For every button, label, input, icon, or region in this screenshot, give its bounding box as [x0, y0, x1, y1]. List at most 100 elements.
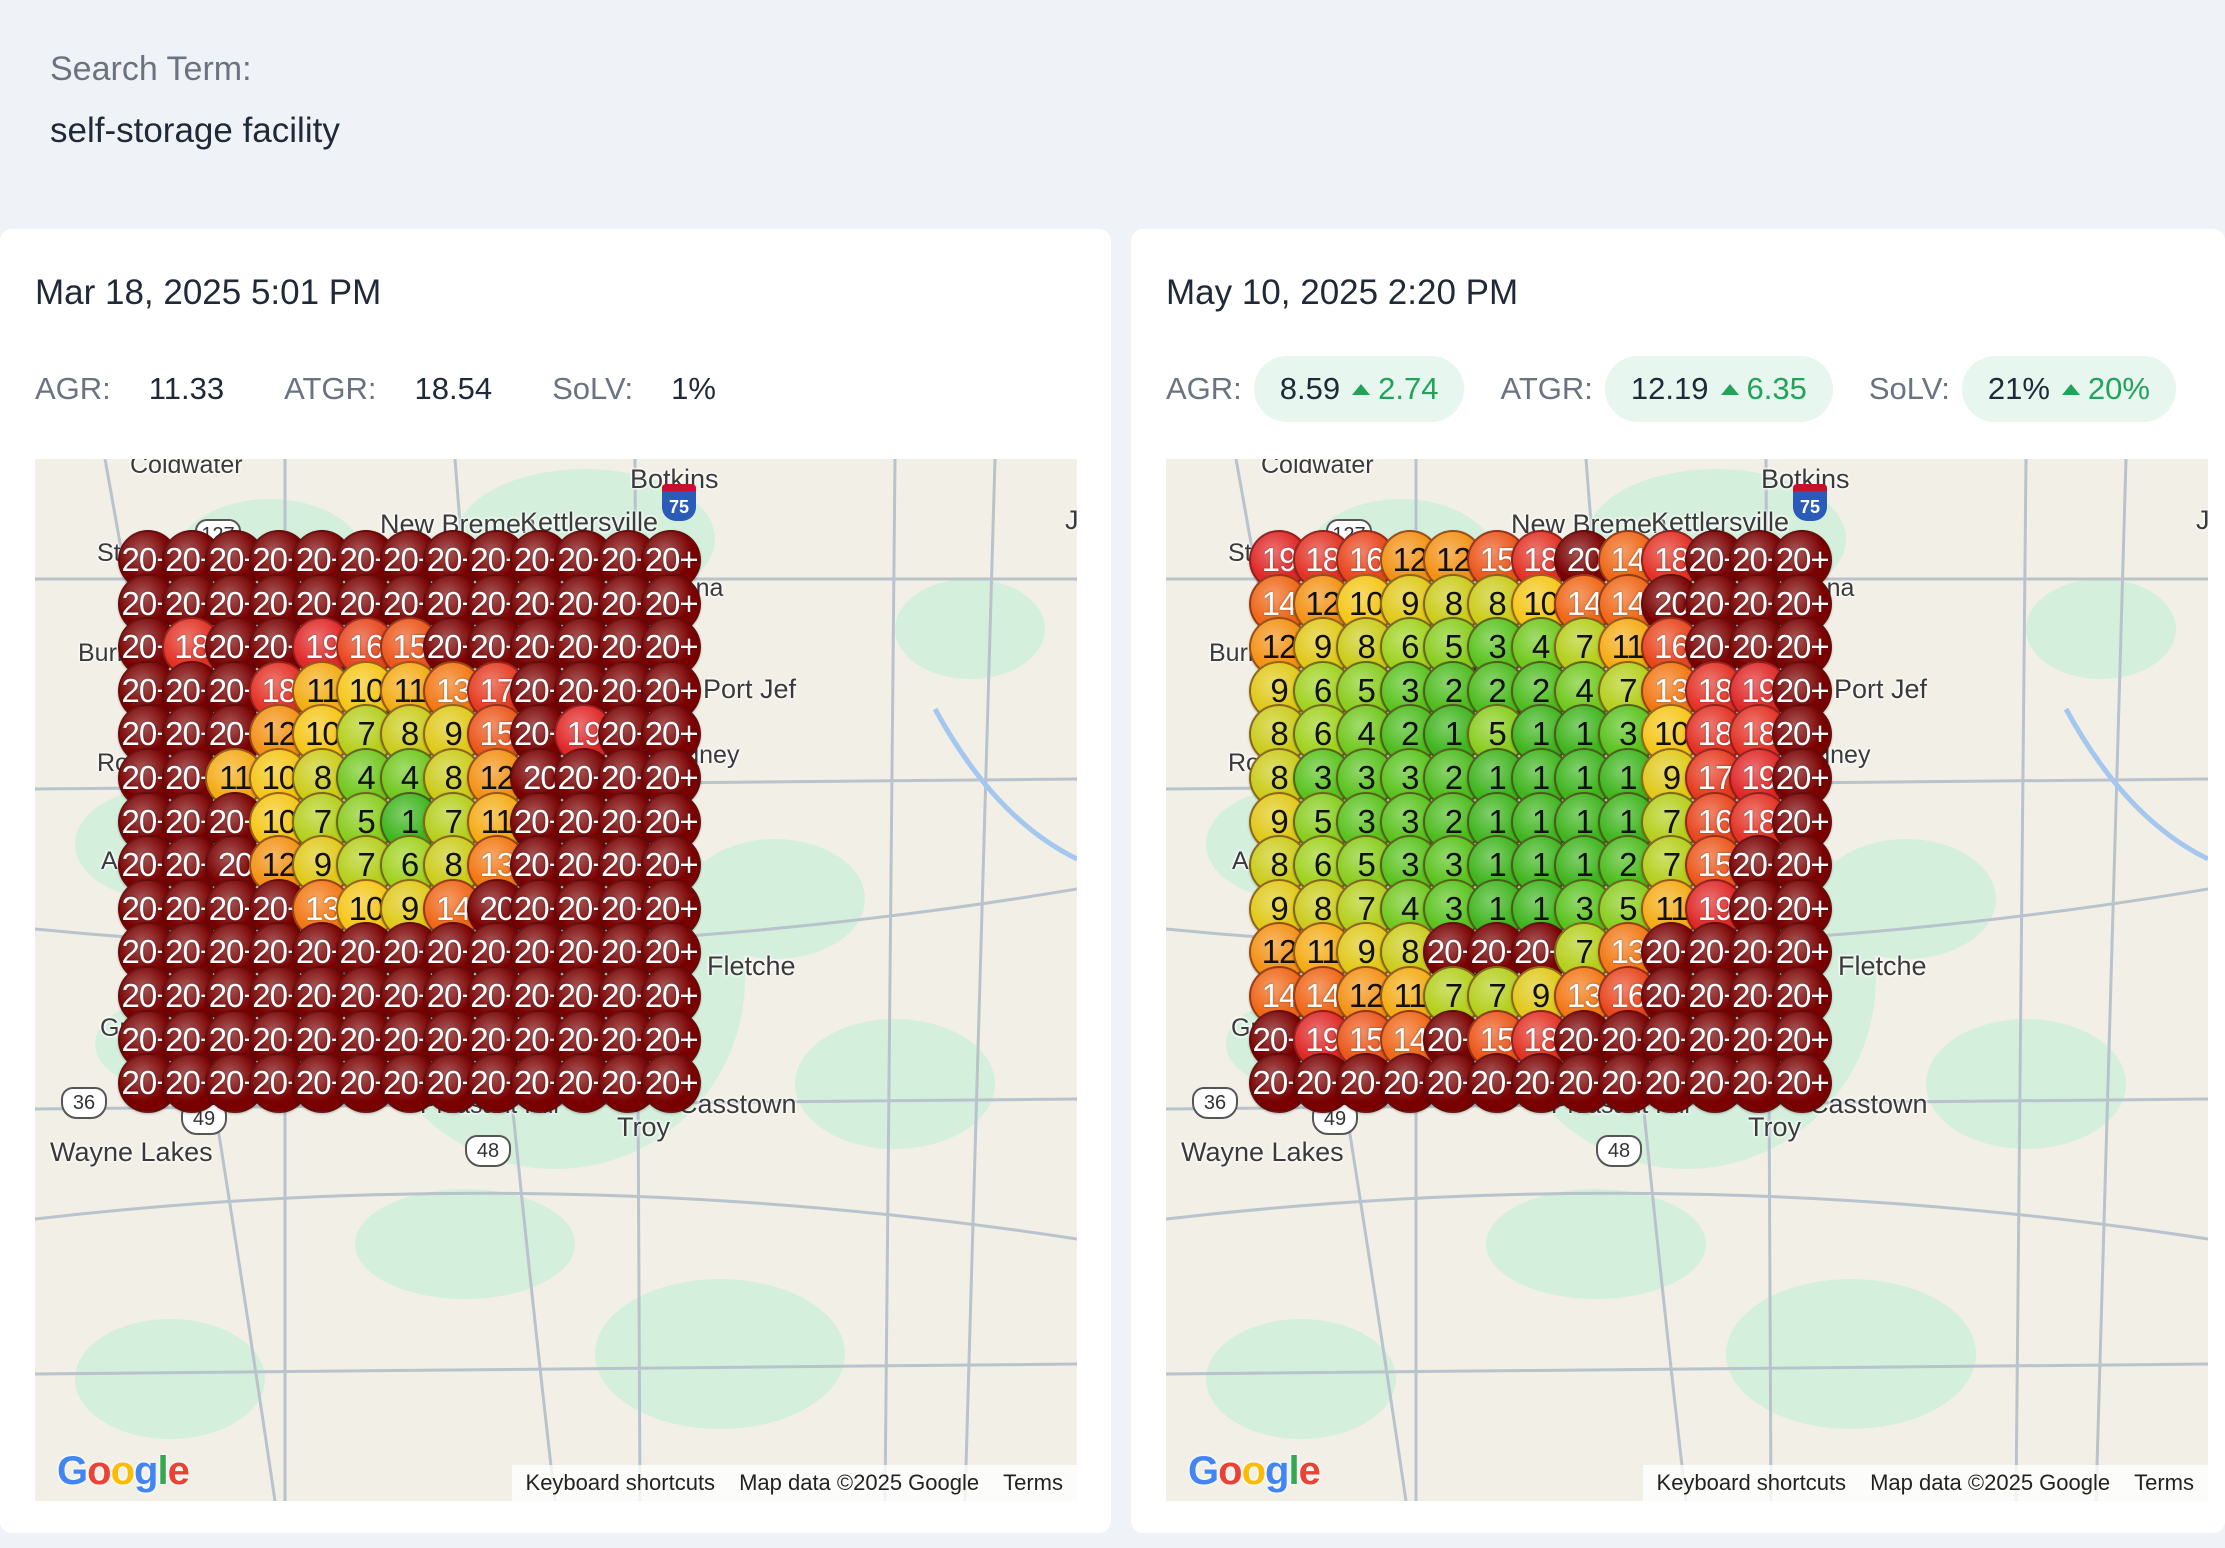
map-data-attribution: Map data ©2025 Google	[739, 1470, 980, 1495]
route-shield-icon: 48	[1596, 1135, 1642, 1167]
green-area	[1206, 1319, 1396, 1439]
road-line	[883, 459, 897, 1501]
rank-pin[interactable]: 15	[466, 704, 527, 765]
metric-label: SoLV:	[552, 371, 634, 406]
delta-value: 6.35	[1746, 371, 1807, 406]
triangle-up-icon	[1352, 383, 1371, 395]
road-line	[1166, 1191, 2208, 1241]
google-logo-letter: l	[1288, 1449, 1299, 1493]
rank-map[interactable]: Coldwater Botkins New Bremen Kettlersville S…	[1166, 459, 2208, 1501]
green-area	[795, 1019, 995, 1149]
google-logo: Google	[1188, 1449, 1321, 1494]
green-area	[1816, 839, 1996, 959]
delta-value: 20%	[2087, 371, 2150, 406]
place-label: Fletche	[707, 951, 796, 981]
rank-grid: 20+ 20+ 20+ 20+ 20+ 20+ 20+ 20+ 20+ 20+ 20+ 20+ 20+ 2…	[35, 459, 1077, 1501]
metric-value: 8.59	[1279, 371, 1341, 406]
metric-agr: AGR: 11.33	[35, 371, 224, 407]
metric-solv: SoLV: 21% 20%	[1869, 356, 2176, 422]
place-label: J	[1065, 505, 1077, 535]
interstate-shield-icon: 75	[1793, 484, 1827, 521]
rank-pin[interactable]: 20+	[554, 966, 614, 1026]
map-footer: Keyboard shortcuts Map data ©2025 Google…	[511, 1465, 1077, 1501]
metric-label: ATGR:	[1500, 371, 1593, 406]
metric-value: 12.19	[1630, 371, 1709, 406]
road-line	[963, 459, 997, 1501]
google-logo-letter: e	[167, 1449, 190, 1493]
place-label: St	[1228, 539, 1252, 567]
map-footer: Keyboard shortcuts Map data ©2025 Google…	[1642, 1465, 2208, 1501]
metric-solv: SoLV: 1%	[552, 371, 716, 407]
google-logo-letter: e	[1298, 1449, 1321, 1493]
metric-label: AGR:	[35, 371, 111, 406]
road-line	[1166, 1362, 2208, 1376]
metric-atgr: ATGR: 12.19 6.35	[1500, 356, 1833, 422]
keyboard-shortcuts-link[interactable]: Keyboard shortcuts	[1656, 1470, 1847, 1495]
road-line	[2014, 459, 2028, 1501]
google-logo-letter: g	[134, 1449, 158, 1493]
google-logo-letter: o	[1241, 1449, 1266, 1493]
metrics-row: AGR: 8.59 2.74 ATGR: 12.19 6.35 SoLV:	[1166, 355, 2212, 423]
green-area	[685, 839, 865, 959]
triangle-up-icon	[2061, 383, 2080, 395]
river-line	[2063, 707, 2208, 862]
search-term-label: Search Term:	[50, 50, 252, 88]
terms-link[interactable]: Terms	[1003, 1470, 1063, 1495]
place-label: Port Jef	[1834, 674, 1928, 704]
place-label: Port Jef	[703, 674, 797, 704]
river-line	[932, 707, 1077, 862]
keyboard-shortcuts-link[interactable]: Keyboard shortcuts	[525, 1470, 716, 1495]
route-shield-icon: 48	[465, 1135, 511, 1167]
green-area	[1726, 1279, 1976, 1429]
google-logo-letter: g	[1265, 1449, 1289, 1493]
rank-pin[interactable]: 20+	[161, 1053, 222, 1114]
scan-panel-mar-18: Mar 18, 2025 5:01 PM AGR: 11.33 ATGR: 18…	[0, 229, 1111, 1533]
rank-map[interactable]: Coldwater Botkins New Bremen Kettlersville S…	[35, 459, 1077, 1501]
terms-link[interactable]: Terms	[2134, 1470, 2194, 1495]
green-area	[595, 1279, 845, 1429]
green-area	[1486, 1189, 1706, 1299]
metric-label: SoLV:	[1868, 371, 1950, 406]
google-logo-letter: l	[157, 1449, 168, 1493]
triangle-up-icon	[1720, 383, 1739, 395]
search-term-value: self-storage facility	[50, 111, 340, 150]
search-header: Search Term: self-storage facility	[50, 50, 340, 151]
metric-label: AGR:	[1166, 371, 1242, 406]
rank-pin[interactable]: 20+	[1772, 1053, 1833, 1114]
google-logo-letter: G	[57, 1449, 88, 1493]
place-label: Troy	[617, 1112, 670, 1142]
place-label: Coldwater	[1261, 459, 1374, 479]
google-logo-letter: o	[87, 1449, 111, 1493]
metric-value: 21%	[1987, 371, 2050, 406]
rank-grid: 19 18 16 12 12 15 18 20 14 18 20+ 20+ 20+ 14 12 10 9 8 8 10…	[1166, 459, 2208, 1501]
metric-atgr: ATGR: 18.54	[284, 371, 492, 407]
rank-pin[interactable]: 20+	[641, 1053, 702, 1114]
google-logo-letter: G	[1188, 1449, 1219, 1493]
scan-panel-may-10: May 10, 2025 2:20 PM AGR: 8.59 2.74 ATGR…	[1131, 229, 2225, 1533]
road-line	[35, 1362, 1077, 1376]
metric-delta: 20%	[2061, 371, 2150, 407]
metric-agr: AGR: 8.59 2.74	[1166, 356, 1465, 422]
metric-value: 18.54	[414, 371, 493, 406]
rank-pin[interactable]: 20+	[205, 1053, 266, 1114]
rank-pin[interactable]: 20+	[1772, 878, 1833, 939]
green-area	[1926, 1019, 2126, 1149]
green-area	[75, 1319, 265, 1439]
rank-pin[interactable]: 20+	[1772, 530, 1833, 590]
metrics-row: AGR: 11.33 ATGR: 18.54 SoLV: 1%	[35, 355, 776, 423]
google-logo-letter: o	[110, 1449, 135, 1493]
scan-date: Mar 18, 2025 5:01 PM	[35, 273, 382, 312]
delta-value: 2.74	[1378, 371, 1439, 406]
place-label: Wayne Lakes	[1181, 1137, 1344, 1167]
metric-value: 1%	[671, 371, 716, 406]
place-label: Troy	[1748, 1112, 1801, 1142]
green-area	[895, 579, 1045, 679]
metric-pill: 8.59 2.74	[1253, 356, 1465, 422]
metric-pill: 21% 20%	[1961, 356, 2176, 422]
place-label: St	[97, 539, 121, 567]
metric-value: 11.33	[148, 371, 225, 406]
metric-delta: 2.74	[1352, 371, 1438, 407]
green-area	[2026, 579, 2176, 679]
google-logo-letter: o	[1218, 1449, 1242, 1493]
road-line	[35, 1191, 1077, 1241]
